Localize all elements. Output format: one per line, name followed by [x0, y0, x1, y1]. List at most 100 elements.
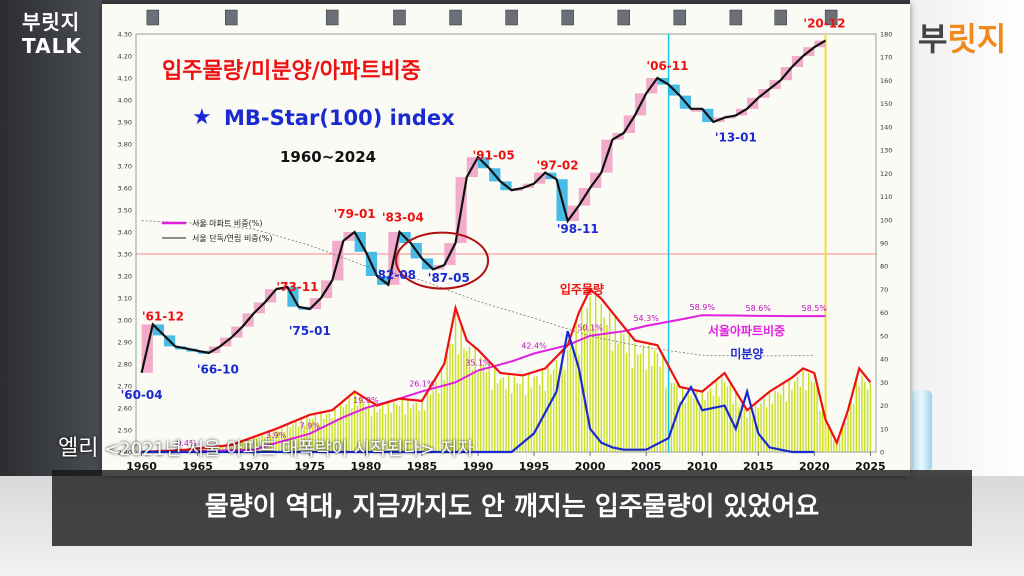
volume-bar: [286, 424, 289, 452]
volume-bar: [418, 410, 420, 452]
president-portrait: [225, 9, 238, 26]
president-portrait: [824, 9, 838, 26]
volume-bar: [415, 403, 418, 452]
volume-bar: [704, 400, 706, 452]
peak-trough-label: '61-12: [142, 309, 184, 323]
volume-bar: [438, 393, 440, 452]
volume-bar: [558, 377, 560, 452]
chart-grid: 2.40 2.50 2.60 2.70 2.80 2.90 3.00 3.10 3.20 3.30…: [118, 31, 893, 474]
volume-bar: [390, 412, 392, 452]
volume-bar: [866, 389, 869, 452]
volume-bar: [583, 324, 586, 452]
volume-bar: [819, 410, 821, 452]
volume-bar: [494, 367, 496, 452]
volume-bar: [398, 406, 401, 452]
volume-bar: [701, 391, 703, 452]
volume-bar: [555, 359, 558, 452]
volume-bar: [841, 426, 844, 452]
volume-bar: [690, 395, 692, 452]
right-tick-label: 50: [880, 332, 888, 340]
volume-bar: [861, 375, 863, 452]
volume-bar: [314, 414, 317, 452]
volume-bar: [334, 407, 336, 452]
volume-bar: [833, 439, 835, 452]
volume-bar: [239, 442, 241, 452]
volume-bar: [709, 388, 712, 452]
volume-bar: [651, 365, 653, 452]
volume-bar: [799, 387, 802, 452]
volume-bar: [255, 437, 258, 452]
right-tick-label: 10: [880, 425, 888, 433]
trend-box: [691, 108, 703, 112]
volume-bar: [348, 397, 350, 452]
volume-bar: [802, 368, 804, 452]
legend-entry: 서울 아파트 비중(%): [192, 218, 262, 228]
volume-bar: [589, 296, 591, 452]
apartment-share-pct-label: 3.9%: [266, 431, 287, 440]
left-tick-label: 3.30: [118, 251, 132, 259]
channel-name-korean: 부릿지: [22, 10, 81, 34]
volume-bar: [253, 437, 255, 452]
volume-bar: [838, 439, 841, 452]
right-tick-label: 70: [880, 286, 888, 294]
volume-bar: [474, 347, 476, 452]
volume-bar: [544, 391, 546, 452]
left-tick-label: 2.60: [118, 405, 132, 413]
volume-bar: [222, 446, 224, 452]
volume-bar: [463, 348, 465, 452]
volume-bar: [746, 417, 748, 452]
president-portrait: [617, 9, 630, 26]
volume-bar: [653, 349, 656, 452]
logo-main-glyph: 부: [918, 20, 948, 58]
volume-bar: [765, 407, 768, 452]
volume-bar: [659, 366, 661, 452]
volume-bar: [485, 372, 488, 452]
volume-bar: [822, 407, 824, 452]
volume-bar: [373, 404, 375, 452]
chart-labels: 입주물량/미분양/아파트비중 ★ MB-Star(100) index 1960…: [121, 16, 846, 448]
volume-bar: [578, 354, 580, 452]
series-line-move-in-volume: [141, 287, 872, 454]
president-portrait: [449, 9, 462, 26]
volume-bar: [662, 356, 664, 452]
volume-bar: [536, 376, 538, 452]
volume-bar: [376, 412, 378, 452]
series-line-apartment-share: [141, 314, 826, 453]
volume-bar: [723, 382, 726, 452]
volume-bar: [642, 345, 645, 452]
peak-trough-label: '60-04: [121, 388, 163, 402]
volume-bar: [609, 311, 611, 452]
volume-bar: [353, 391, 356, 452]
volume-bar: [566, 350, 569, 452]
x-tick-label: 1960: [126, 460, 157, 473]
volume-bar: [331, 418, 333, 452]
series-label-move-in: 입주물량: [560, 282, 604, 296]
volume-bar: [491, 389, 493, 452]
volume-bar: [805, 390, 807, 452]
x-tick-label: 2020: [799, 460, 830, 473]
volume-bar: [858, 386, 860, 452]
volume-bar: [264, 437, 266, 452]
right-tick-label: 80: [880, 263, 888, 271]
right-tick-label: 140: [880, 123, 892, 131]
x-tick-label: 2000: [575, 460, 606, 473]
left-background: [0, 0, 102, 476]
subtitle-text: 물량이 역대, 지금까지도 안 깨지는 입주물량이 있었어요: [204, 492, 820, 522]
volume-bar: [362, 400, 364, 452]
volume-bar: [496, 383, 499, 452]
volume-bar: [429, 394, 432, 452]
volume-bar: [323, 418, 325, 452]
volume-bar: [592, 325, 594, 452]
volume-bar: [224, 446, 227, 452]
right-tick-label: 130: [880, 147, 892, 155]
series-label-apartment-share: 서울아파트비중: [708, 323, 785, 338]
left-tick-label: 2.50: [118, 427, 132, 435]
peak-trough-label: '83-04: [382, 210, 424, 224]
right-tick-label: 180: [880, 31, 892, 39]
volume-bar: [830, 432, 832, 452]
volume-bar: [836, 442, 838, 452]
volume-bar: [855, 378, 858, 452]
volume-bar: [317, 423, 319, 452]
volume-bar: [718, 396, 720, 452]
volume-bar: [614, 316, 617, 452]
